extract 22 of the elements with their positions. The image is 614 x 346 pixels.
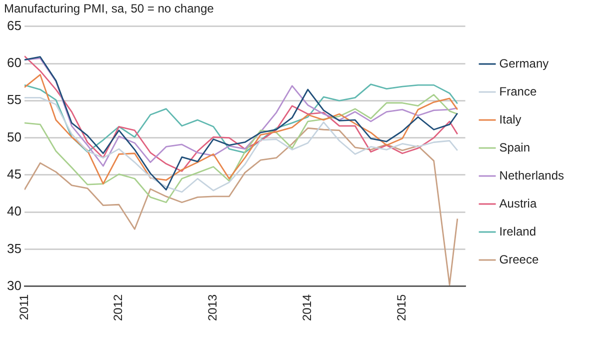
legend-label: Netherlands — [499, 168, 564, 182]
y-tick-label: 35 — [6, 240, 22, 256]
y-tick-label: 45 — [6, 166, 22, 182]
x-tick-label: 2014 — [300, 294, 314, 322]
chart-title: Manufacturing PMI, sa, 50 = no change — [4, 2, 214, 16]
legend-label: Germany — [499, 56, 549, 70]
y-tick-label: 50 — [6, 129, 22, 144]
legend-label: Italy — [499, 112, 522, 126]
x-tick-label: 2011 — [16, 294, 31, 320]
y-tick-label: 40 — [6, 204, 22, 219]
legend-label: Greece — [499, 252, 539, 266]
y-tick-label: 30 — [6, 278, 22, 293]
x-tick-label: 2015 — [394, 294, 409, 322]
legend-label: Spain — [499, 140, 530, 154]
legend-label: Ireland — [499, 224, 536, 238]
x-tick-label: 2013 — [206, 294, 220, 322]
legend-label: Austria — [499, 196, 537, 210]
y-tick-label: 55 — [6, 92, 22, 108]
y-tick-label: 65 — [6, 18, 22, 33]
y-tick-label: 60 — [6, 55, 22, 70]
x-tick-label: 2012 — [111, 294, 126, 322]
legend-label: France — [499, 84, 537, 98]
